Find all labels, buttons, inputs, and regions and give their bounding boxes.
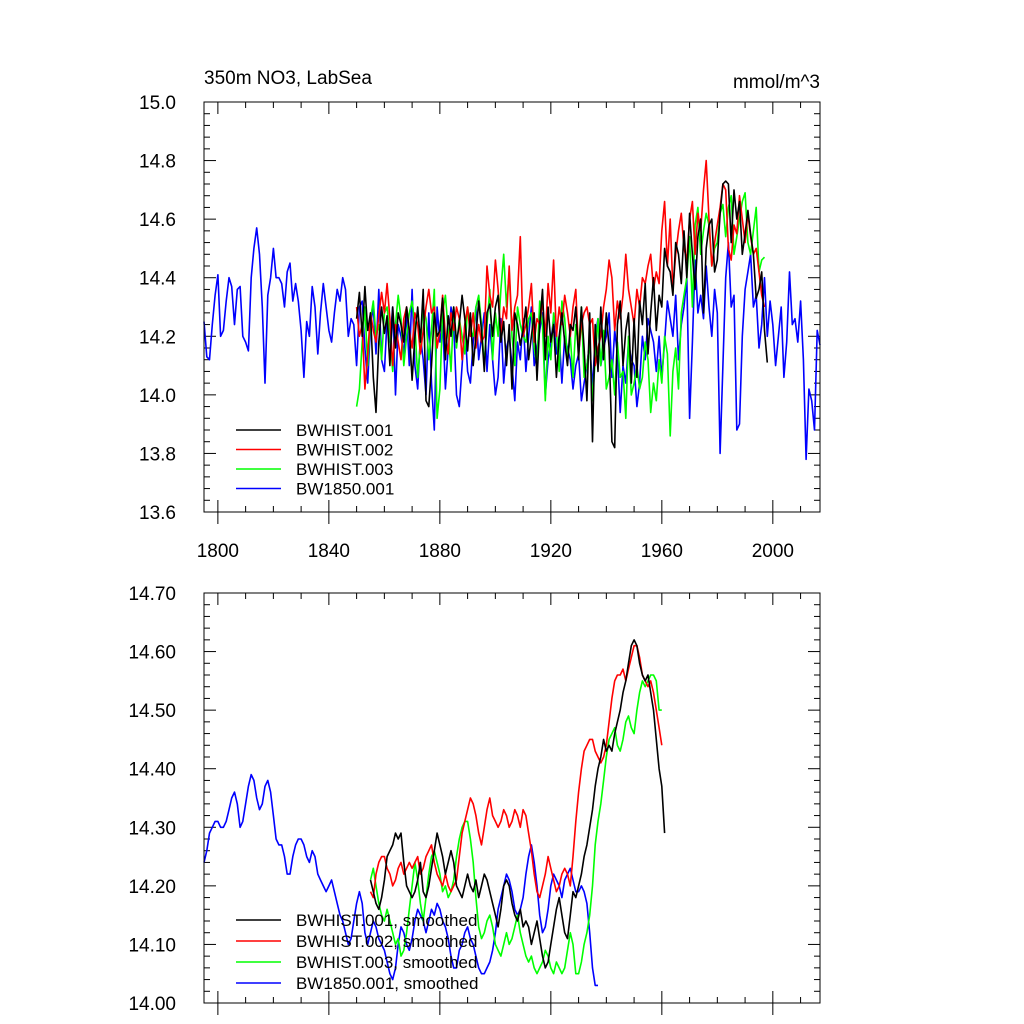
- top-x-tick-label: 1800: [197, 541, 239, 562]
- bottom-y-tick-label: 14.50: [128, 701, 176, 722]
- bottom-y-tick-label: 14.30: [128, 818, 176, 839]
- top-chart-title: 350m NO3, LabSea: [204, 68, 372, 89]
- top-y-tick-label: 13.6: [139, 503, 176, 524]
- top-series-lines: [203, 159, 821, 461]
- bottom-y-tick-label: 14.20: [128, 877, 176, 898]
- top-legend-label-bwhist-003: BWHIST.003: [296, 460, 393, 479]
- top-y-tick-label: 15.0: [139, 93, 176, 114]
- top-y-tick-label: 14.0: [139, 386, 176, 407]
- top-series-line-bwhist-001: [355, 180, 769, 449]
- bottom-plot-frame: [203, 592, 821, 1004]
- top-x-tick-label: 1880: [419, 541, 461, 562]
- bottom-legend-label-bwhist-001-smoothed: BWHIST.001, smoothed: [296, 911, 477, 930]
- bottom-y-tick-label: 14.10: [128, 935, 176, 956]
- bottom-y-tick-label: 14.40: [128, 760, 176, 781]
- top-plot-frame: [203, 101, 821, 513]
- bottom-series-line-bwhist-002-smoothed: [369, 644, 663, 899]
- bottom-y-tick-label: 14.70: [128, 584, 176, 605]
- bottom-panel: 14.00 14.10 14.20 14.30 14.40 14.50 14.60 14.70…: [128, 584, 821, 1015]
- top-axis-ticks: [204, 101, 820, 524]
- top-panel: 350m NO3, LabSea mmol/m^3 1800 1840 1880 19…: [139, 68, 821, 562]
- bottom-legend-label-bwhist-003-smoothed: BWHIST.003, smoothed: [296, 953, 477, 972]
- bottom-legend: BWHIST.001, smoothed BWHIST.002, smoothed…: [236, 911, 478, 993]
- bottom-series-lines: [203, 639, 666, 987]
- top-y-tick-label: 14.8: [139, 152, 176, 173]
- bottom-axis-tick-labels: 14.00 14.10 14.20 14.30 14.40 14.50 14.60 14.70: [128, 584, 176, 1015]
- top-y-tick-label: 14.4: [139, 269, 176, 290]
- bottom-legend-label-bw1850-001-smoothed: BW1850.001, smoothed: [296, 974, 478, 993]
- bottom-axis-ticks: [204, 592, 820, 1015]
- top-series-line-bw1850-001: [203, 227, 821, 461]
- top-x-tick-label: 2000: [752, 541, 794, 562]
- top-axis-tick-labels: 1800 1840 1880 1920 1960 2000 13.6 13.8 14.0 14.2…: [139, 93, 794, 562]
- top-legend-label-bw1850-001: BW1850.001: [296, 480, 394, 499]
- bottom-y-tick-label: 14.00: [128, 994, 176, 1015]
- bottom-series-line-bw1850-001-smoothed: [203, 773, 598, 987]
- top-chart-units: mmol/m^3: [733, 72, 820, 93]
- top-y-tick-label: 14.6: [139, 210, 176, 231]
- bottom-series-line-bwhist-003-smoothed: [369, 674, 662, 975]
- top-legend-label-bwhist-001: BWHIST.001: [296, 421, 393, 440]
- top-x-tick-label: 1960: [641, 541, 683, 562]
- top-x-tick-label: 1840: [308, 541, 350, 562]
- bottom-series-line-bwhist-001-smoothed: [369, 639, 666, 969]
- bottom-legend-label-bwhist-002-smoothed: BWHIST.002, smoothed: [296, 932, 477, 951]
- top-y-tick-label: 14.2: [139, 327, 176, 348]
- top-legend-label-bwhist-002: BWHIST.002: [296, 441, 393, 460]
- top-y-tick-label: 13.8: [139, 444, 176, 465]
- top-x-tick-label: 1920: [530, 541, 572, 562]
- bottom-y-tick-label: 14.60: [128, 643, 176, 664]
